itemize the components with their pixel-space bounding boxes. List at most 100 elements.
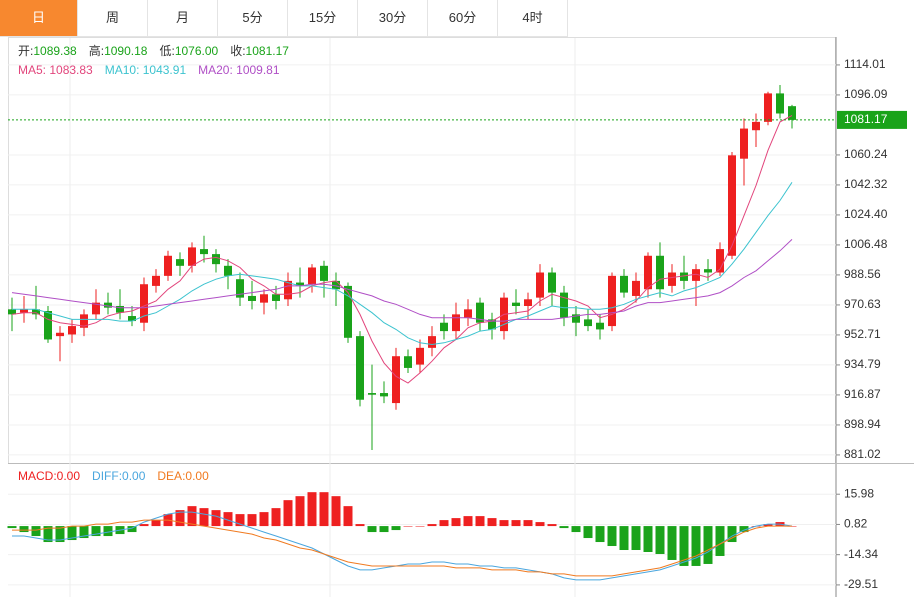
period-tab[interactable]: 30分 [358,0,428,36]
y-tick-label: 952.71 [844,327,881,341]
macd-bar [571,526,581,533]
macd-bar [727,526,737,543]
y-tick-label: 988.56 [844,267,881,281]
macd-bar [679,526,689,566]
candle-body [560,292,568,318]
macd-bar [319,492,329,527]
y-tick-label: 1096.09 [844,87,888,101]
macd-bar [607,526,617,547]
macd-bar [403,526,413,527]
y-tick-label: 916.87 [844,387,881,401]
macd-bar [379,526,389,533]
macd-bar [547,524,557,527]
candle-body [728,155,736,256]
macd-bar [523,520,533,527]
candle-body [620,275,628,293]
ohlc-label: 收: [230,44,245,58]
macd-bar [475,516,485,527]
macd-line [12,519,792,577]
y-tick-label: -14.34 [844,547,878,561]
candle-body [68,326,76,335]
period-tab[interactable]: 15分 [288,0,358,36]
period-tab[interactable]: 60分 [428,0,498,36]
candle-body [152,275,160,286]
candle-body [764,93,772,122]
ohlc-value: 1090.18 [104,44,148,58]
macd-bar [295,496,305,527]
candle-body [320,265,328,281]
y-tick-label: 881.02 [844,447,881,461]
candle-body [368,393,376,395]
candle-body [8,309,16,315]
period-tab[interactable]: 4时 [498,0,568,36]
y-tick-label: 934.79 [844,357,881,371]
ma-legend: MA10: 1043.91 [105,63,187,77]
candle-body [596,322,604,330]
macd-bar [451,518,461,527]
candle-body [524,299,532,306]
y-tick-label: 0.82 [844,517,868,531]
macd-bar [175,510,185,527]
ma-line [11,115,793,384]
macd-bar [631,526,641,551]
macd-bar [655,526,665,554]
candle-body [260,294,268,303]
macd-bar [667,526,677,560]
candle-body [692,269,700,281]
candle-body [344,285,352,338]
candle-body [164,255,172,276]
period-tab[interactable]: 周 [78,0,148,36]
macd-bar [439,520,449,527]
candle-body [512,302,520,306]
period-tab[interactable]: 月 [148,0,218,36]
candle-body [20,309,28,313]
macd-bar [139,524,149,527]
macd-bar [307,492,317,527]
macd-bar [79,526,89,539]
ma-legend: MA20: 1009.81 [198,63,280,77]
candle-body [536,272,544,298]
macd-bar [739,526,749,533]
candle-body [464,309,472,318]
candle-body [752,121,760,131]
candle-body [32,309,40,315]
candle-body [572,314,580,323]
y-tick-label: 898.94 [844,417,881,431]
y-tick-label: 1006.48 [844,237,888,251]
candle-body [488,319,496,330]
candle-body [116,305,124,313]
candle-body [56,332,64,337]
macd-bar [691,526,701,566]
candle-body [80,314,88,328]
ohlc-label: 高: [89,43,104,58]
macd-bar [19,526,29,533]
candle-body [776,93,784,114]
ma-legend: MA5: 1083.83 [18,63,93,77]
y-tick-label: 970.63 [844,297,881,311]
candle-body [704,269,712,273]
last-price-box [837,110,907,129]
macd-bar [391,526,401,531]
candle-body [248,295,256,301]
macd-bar [487,518,497,527]
candle-body [404,356,412,368]
candle-body [680,272,688,281]
macd-bar [271,508,281,527]
macd-bar [703,526,713,564]
macd-bar [559,526,569,529]
period-tab[interactable]: 5分 [218,0,288,36]
period-tabs: 日周月 5分 15分 30分 60分 4时 [0,0,568,37]
macd-bar [643,526,653,552]
macd-bar [247,514,257,527]
candle-body [296,282,304,286]
macd-bar [355,524,365,527]
macd-bar [619,526,629,551]
macd-bar [535,522,545,527]
macd-bar [463,516,473,527]
candle-body [476,302,484,323]
ohlc-label: 开: [18,44,33,58]
candle-body [392,356,400,404]
period-tab[interactable]: 日 [0,0,78,36]
candle-body [440,322,448,332]
y-tick-label: 1042.32 [844,177,888,191]
